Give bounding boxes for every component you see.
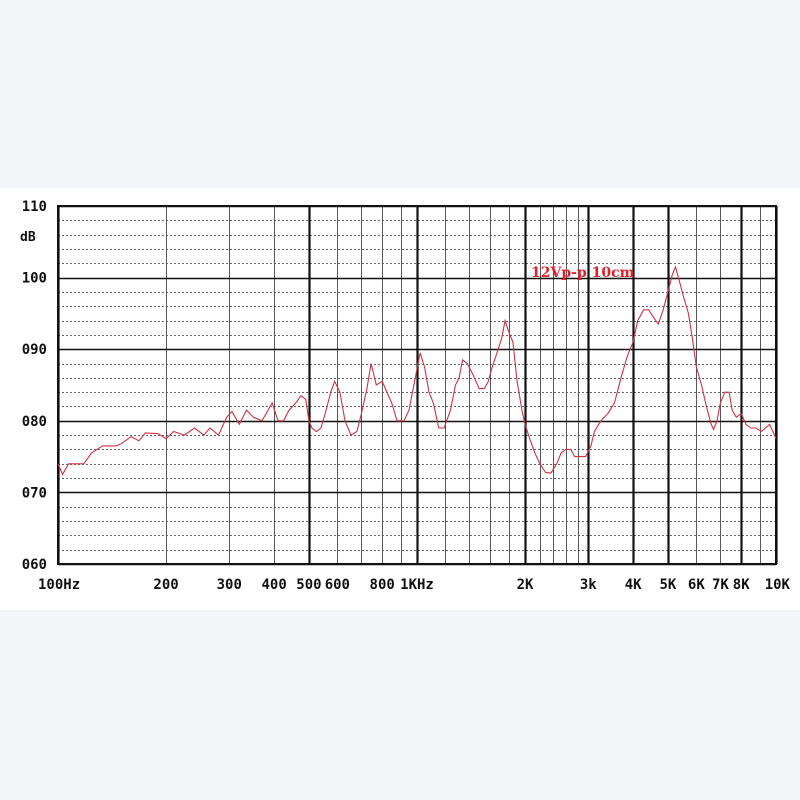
x-tick-label: 10K	[765, 577, 791, 593]
x-tick-label: 800	[370, 577, 395, 593]
x-tick-label: 8K	[733, 577, 750, 593]
y-tick-label: 080	[22, 414, 47, 430]
x-tick-label: 5K	[660, 577, 677, 593]
x-tick-label: 7K	[712, 577, 729, 593]
x-tick-label: 400	[261, 577, 286, 593]
x-axis-labels: 100Hz 200 300 400 500 600 800 1KHz 2K 3k 4K 5K 6K 7K 8…	[38, 577, 791, 593]
frequency-response-chart: 110 100 090 080 070 060 100Hz 200 300 400 500 600 8…	[20, 199, 791, 593]
y-tick-label: 060	[22, 557, 47, 573]
response-series-line	[57, 265, 777, 476]
y-tick-label: 110	[22, 199, 47, 215]
x-tick-label: 100Hz	[38, 577, 80, 593]
y-unit-label: dB	[20, 230, 36, 245]
y-tick-label: 090	[22, 342, 47, 358]
x-tick-label: 4K	[625, 577, 642, 593]
x-tick-label: 1KHz	[400, 577, 434, 593]
x-tick-label: 500	[296, 577, 321, 593]
plot-frame	[57, 205, 777, 565]
x-tick-label: 600	[325, 577, 350, 593]
y-tick-label: 100	[22, 271, 47, 287]
x-tick-label: 3k	[580, 577, 597, 593]
x-tick-label: 2K	[517, 577, 534, 593]
chart-panel: 110 100 090 080 070 060 100Hz 200 300 400 500 600 8…	[0, 188, 800, 610]
y-axis-labels: 110 100 090 080 070 060	[22, 199, 47, 573]
measurement-annotation: 12Vp-p 10cm	[531, 265, 635, 281]
y-tick-label: 070	[22, 485, 47, 501]
x-tick-label: 300	[217, 577, 242, 593]
x-tick-label: 6K	[688, 577, 705, 593]
x-tick-label: 200	[153, 577, 178, 593]
grid	[57, 205, 778, 566]
